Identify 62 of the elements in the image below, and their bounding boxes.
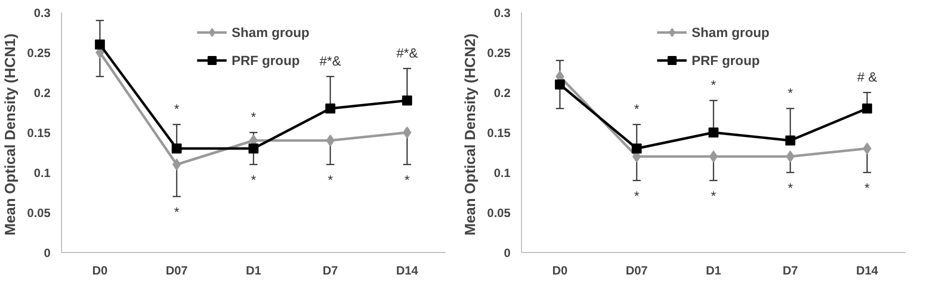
x-tick-label: D07 xyxy=(626,264,648,278)
y-axis-title: Mean Optical Density (HCN1) xyxy=(3,33,20,236)
annotation: * xyxy=(710,188,716,204)
y-tick-label: 0.05 xyxy=(487,206,511,220)
annotation: * xyxy=(174,102,180,117)
x-tick-label: D14 xyxy=(396,264,418,278)
annotation: * xyxy=(710,78,716,93)
y-tick-label: 0.3 xyxy=(494,6,511,20)
annotation: * xyxy=(864,180,870,196)
y-tick-label: 0.2 xyxy=(494,86,511,100)
point xyxy=(94,40,105,50)
point xyxy=(632,144,642,154)
y-tick-label: 0.1 xyxy=(494,166,511,180)
annotation: * xyxy=(404,172,410,188)
y-tick-label: 0.15 xyxy=(487,126,511,140)
point xyxy=(862,142,872,154)
point xyxy=(554,80,565,90)
y-tick-label: 0.25 xyxy=(487,46,511,60)
x-tick-label: D1 xyxy=(706,264,722,278)
point xyxy=(709,150,718,162)
y-tick-label: 0.3 xyxy=(34,6,51,20)
annotation: * xyxy=(634,188,640,204)
point xyxy=(248,144,258,154)
point xyxy=(708,128,718,138)
point xyxy=(326,134,334,146)
point xyxy=(786,150,794,162)
annotation: * xyxy=(250,110,256,125)
x-tick-label: D14 xyxy=(856,264,878,278)
x-tick-label: D1 xyxy=(246,264,262,278)
point xyxy=(402,96,412,106)
point xyxy=(402,126,412,138)
legend-label: Sham group xyxy=(232,24,310,40)
annotation: #*& xyxy=(320,54,342,69)
x-tick-label: D0 xyxy=(92,264,108,278)
legend-label: PRF group xyxy=(692,52,760,68)
y-tick-label: 0.25 xyxy=(27,46,51,60)
y-tick-label: 0.05 xyxy=(27,206,51,220)
x-tick-label: D07 xyxy=(166,264,188,278)
annotation: * xyxy=(174,204,180,220)
x-tick-label: D7 xyxy=(322,264,338,278)
annotation: * xyxy=(250,172,256,188)
x-tick-label: D0 xyxy=(552,264,568,278)
y-axis-title: Mean Optical Density (HCN2) xyxy=(463,33,480,236)
point xyxy=(172,158,181,170)
annotation: * xyxy=(634,102,640,117)
annotation: # & xyxy=(857,70,878,85)
annotation: * xyxy=(328,172,333,188)
legend-label: Sham group xyxy=(692,24,770,40)
x-tick-label: D7 xyxy=(782,264,798,278)
annotation: #*& xyxy=(396,46,418,61)
y-tick-label: 0.2 xyxy=(34,86,51,100)
y-tick-label: 0 xyxy=(44,246,51,260)
point xyxy=(862,104,872,114)
legend-label: PRF group xyxy=(232,52,300,68)
y-tick-label: 0 xyxy=(504,246,511,260)
y-tick-label: 0.15 xyxy=(27,126,51,140)
y-tick-label: 0.1 xyxy=(34,166,51,180)
point xyxy=(785,136,796,146)
point xyxy=(325,104,336,114)
annotation: * xyxy=(788,86,793,101)
annotation: * xyxy=(788,180,793,196)
point xyxy=(172,144,182,154)
